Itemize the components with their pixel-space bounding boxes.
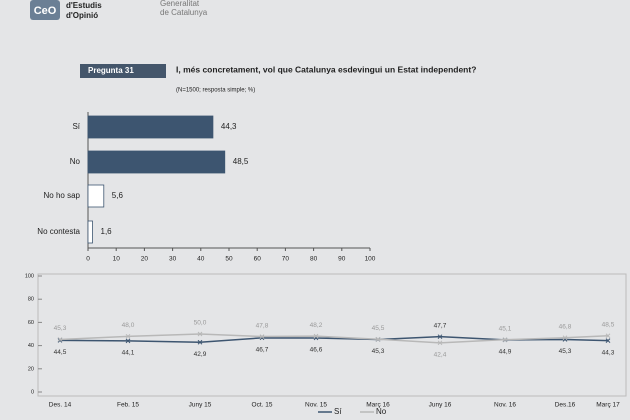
x-tick-label: Feb. 15 [117,402,139,409]
x-tick-label: 100 [365,256,376,263]
value-label: 44,3 [221,122,237,131]
org-name: d'Estudis [66,1,102,10]
value-label: 46,6 [310,347,323,354]
value-label: 42,4 [434,352,447,359]
value-label: 47,7 [434,322,447,329]
question-label: Pregunta 31 [88,66,134,75]
value-label: 5,6 [112,191,124,200]
y-tick-label: 100 [25,273,34,279]
bar [87,184,105,208]
value-label: 45,3 [372,348,385,355]
x-tick-label: 50 [225,256,233,263]
x-tick-label: 40 [197,256,205,263]
point-marker [125,338,131,344]
point-marker [313,333,319,339]
value-label: 45,3 [559,348,572,355]
y-tick-label: 20 [28,366,34,372]
value-label: 45,5 [372,325,385,332]
x-tick-label: 80 [310,256,318,263]
point-marker [197,339,203,345]
chart-subtitle: (N=1500; resposta simple; %) [176,88,255,94]
x-tick-label: 70 [282,256,290,263]
y-tick-label: 40 [28,343,34,349]
value-label: 48,2 [310,322,323,329]
gov-name: Generalitat [160,0,200,8]
value-label: 45,3 [54,325,67,332]
series-line [59,333,609,344]
x-tick-label: 20 [141,256,149,263]
line-frame [37,273,627,397]
value-label: 44,1 [122,350,135,357]
x-tick-label: Nov. 16 [494,402,516,409]
category-label: No ho sap [44,191,81,200]
bar [87,115,214,139]
x-tick-label: 90 [338,256,346,263]
y-tick-label: 80 [28,297,34,303]
legend-label: Sí [334,407,342,416]
org-name: d'Opinió [66,11,98,20]
value-label: 46,7 [256,347,269,354]
legend-label: No [376,407,387,416]
category-label: No [70,157,81,166]
point-marker [437,334,443,340]
x-tick-label: 0 [86,256,90,263]
logo: CeO [34,5,57,17]
point-marker [259,334,265,339]
x-tick-label: 60 [254,256,262,263]
value-label: 45,1 [499,325,512,332]
gov-name: de Catalunya [160,8,208,17]
value-label: 48,5 [233,157,249,166]
x-tick-label: Març 16 [366,402,390,409]
point-marker [57,337,63,342]
x-tick-label: Juny 16 [429,402,452,409]
point-marker [125,333,131,339]
question-box [80,64,166,78]
logo-box [30,0,60,20]
value-label: 48,5 [602,321,615,328]
value-label: 44,9 [499,349,512,356]
value-label: 44,5 [54,349,67,356]
point-marker [197,331,203,337]
x-tick-label: Juny 15 [189,402,212,409]
bar [87,150,226,174]
x-tick-label: Des.16 [555,402,576,409]
point-marker [502,337,508,343]
value-label: 1,6 [101,227,113,236]
y-tick-label: 60 [28,320,34,326]
value-label: 44,3 [602,349,615,356]
x-tick-label: Oct. 15 [252,402,273,409]
category-label: Sí [72,122,80,131]
x-tick-label: Nov. 15 [305,402,327,409]
point-marker [605,333,611,339]
point-marker [605,338,611,343]
x-tick-label: Des. 14 [49,402,72,409]
series-line [59,335,609,343]
point-marker [437,340,443,346]
category-label: No contesta [37,227,80,236]
chart-title: I, més concretament, vol que Catalunya e… [176,64,476,74]
value-label: 47,8 [256,322,269,329]
value-label: 48,0 [122,322,135,329]
value-label: 50,0 [194,320,207,327]
bar [87,220,93,244]
value-label: 46,8 [559,323,572,330]
y-tick-label: 0 [31,389,34,395]
value-label: 42,9 [194,351,207,358]
x-tick-label: Març 17 [596,402,620,409]
x-tick-label: 10 [113,256,121,263]
point-marker [375,336,381,342]
point-marker [562,335,568,341]
x-tick-label: 30 [169,256,177,263]
